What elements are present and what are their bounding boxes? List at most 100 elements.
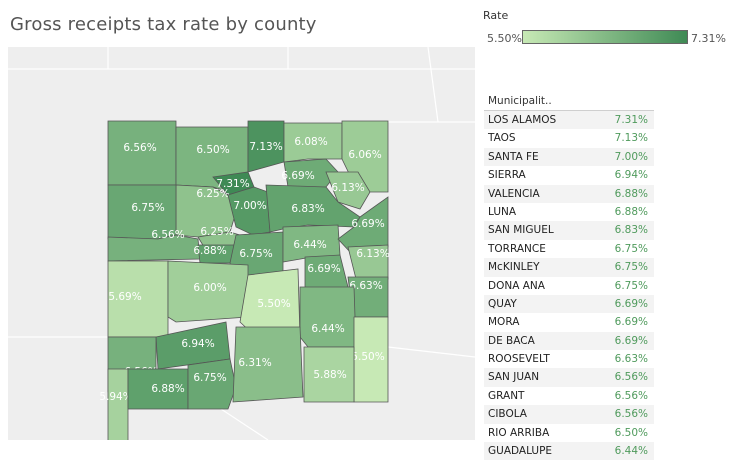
county-rate-label: 6.75%	[193, 372, 226, 384]
county-otero[interactable]	[232, 326, 304, 403]
rate-value: 6.69%	[614, 316, 648, 329]
county-rate-label: 6.50%	[196, 144, 229, 156]
county-rate-label: 6.08%	[294, 136, 327, 148]
table-row[interactable]: SIERRA 6.94%	[484, 166, 654, 184]
county-rate-label: 6.75%	[239, 248, 272, 260]
rate-value: 6.56%	[614, 371, 648, 384]
table-row[interactable]: GRANT 6.56%	[484, 387, 654, 405]
county-rate-label: 6.25%	[200, 226, 233, 238]
rate-value: 7.31%	[614, 114, 648, 126]
municipality-name: TAOS	[488, 132, 516, 145]
county-rate-label: 6.83%	[291, 203, 324, 215]
county-rate-label: 6.44%	[293, 239, 326, 251]
county-rate-label: 6.13%	[356, 248, 389, 260]
table-row[interactable]: GUADALUPE 6.44%	[484, 442, 654, 460]
county-rate-label: 6.75%	[131, 202, 164, 214]
legend-title: Rate	[483, 9, 509, 22]
municipality-name: GRANT	[488, 389, 525, 402]
county-rate-label: 7.00%	[233, 200, 266, 212]
rate-value: 6.75%	[614, 242, 648, 255]
municipality-name: GUADALUPE	[488, 445, 553, 458]
county-rate-label: 6.69%	[307, 263, 340, 275]
table-row[interactable]: MORA 6.69%	[484, 313, 654, 331]
county-rate-label: 7.31%	[216, 178, 249, 190]
table-body: LOS ALAMOS 7.31% TAOS 7.13% SANTA FE 7.00% SIE…	[484, 111, 654, 460]
county-rate-label: 6.25%	[196, 188, 229, 200]
rate-value: 6.75%	[614, 279, 648, 292]
county-rate-label: 5.50%	[351, 351, 384, 363]
table-row[interactable]: LUNA 6.88%	[484, 203, 654, 221]
table-row[interactable]: CIBOLA 6.56%	[484, 405, 654, 424]
legend-color-bar	[522, 30, 688, 44]
county-rate-label: 6.06%	[348, 149, 381, 161]
county-eddy[interactable]	[303, 346, 355, 403]
rate-value: 6.69%	[614, 334, 648, 347]
municipality-name: LUNA	[488, 205, 517, 218]
county-hidalgo[interactable]	[107, 368, 129, 443]
table-row[interactable]: ROOSEVELT 6.63%	[484, 350, 654, 368]
county-rate-label: 6.88%	[151, 383, 184, 395]
county-rate-label: 6.56%	[151, 229, 184, 241]
legend-max-label: 7.31%	[691, 32, 726, 45]
table-row[interactable]: TAOS 7.13%	[484, 129, 654, 147]
table-row[interactable]: SAN MIGUEL 6.83%	[484, 221, 654, 240]
neighbor-borders	[8, 46, 476, 441]
rate-table: Municipalit.. LOS ALAMOS 7.31% TAOS 7.13% SA…	[484, 94, 654, 460]
table-row[interactable]: VALENCIA 6.88%	[484, 184, 654, 203]
municipality-name: McKINLEY	[488, 261, 540, 274]
county-dona-ana[interactable]	[187, 358, 237, 410]
rate-value: 7.00%	[614, 150, 648, 163]
table-row[interactable]: LOS ALAMOS 7.31%	[484, 111, 654, 130]
table-row[interactable]: SAN JUAN 6.56%	[484, 368, 654, 387]
table-row[interactable]: TORRANCE 6.75%	[484, 240, 654, 258]
county-rate-label: 6.44%	[311, 323, 344, 335]
county-rate-label: 7.13%	[249, 141, 282, 153]
county-rate-label: 6.13%	[331, 182, 364, 194]
county-rate-label: 5.94%	[99, 391, 132, 403]
rate-value: 6.63%	[614, 353, 648, 366]
rate-value: 6.88%	[614, 205, 648, 218]
municipality-name: DE BACA	[488, 334, 535, 347]
municipality-name: ROOSEVELT	[488, 353, 550, 366]
rate-value: 6.50%	[614, 426, 648, 439]
rate-value: 6.88%	[614, 187, 648, 200]
municipality-name: VALENCIA	[488, 187, 540, 200]
rate-value: 6.83%	[614, 224, 648, 237]
county-socorro[interactable]	[167, 260, 249, 323]
chart-title: Gross receipts tax rate by county	[10, 14, 317, 35]
rate-value: 6.44%	[614, 445, 648, 458]
legend-min-label: 5.50%	[487, 32, 522, 45]
rate-value: 6.75%	[614, 261, 648, 274]
municipality-name: TORRANCE	[488, 242, 546, 255]
municipality-name: CIBOLA	[488, 408, 527, 421]
county-rate-label: 5.69%	[108, 291, 141, 303]
county-rate-label: 6.00%	[193, 282, 226, 294]
county-chaves[interactable]	[299, 286, 357, 348]
municipality-name: SAN MIGUEL	[488, 224, 554, 237]
county-rate-label: 5.88%	[313, 369, 346, 381]
county-rate-label: 6.69%	[281, 170, 314, 182]
municipality-name: DONA ANA	[488, 279, 545, 292]
county-rate-label: 6.88%	[193, 245, 226, 257]
table-row[interactable]: QUAY 6.69%	[484, 294, 654, 314]
table-header[interactable]: Municipalit..	[484, 94, 654, 111]
municipality-name: MORA	[488, 316, 520, 329]
table-row[interactable]: DONA ANA 6.75%	[484, 277, 654, 295]
county-rate-label: 6.31%	[238, 357, 271, 369]
county-rate-label: 6.94%	[181, 338, 214, 350]
municipality-name: SANTA FE	[488, 150, 539, 163]
table-row[interactable]: DE BACA 6.69%	[484, 331, 654, 351]
table-row[interactable]: McKINLEY 6.75%	[484, 258, 654, 277]
county-harding[interactable]	[325, 171, 371, 210]
county-rate-label: 6.63%	[349, 280, 382, 292]
rate-value: 6.69%	[614, 297, 648, 310]
rate-value: 7.13%	[614, 132, 648, 145]
table-row[interactable]: SANTA FE 7.00%	[484, 147, 654, 167]
county-rate-label: 5.50%	[257, 298, 290, 310]
counties-layer: 6.56% 6.50% 7.13% 6.08% 6.06% 6.69% 6.13% 7.31%…	[99, 120, 390, 443]
county-map[interactable]: 6.56% 6.50% 7.13% 6.08% 6.06% 6.69% 6.13% 7.31%…	[8, 46, 476, 443]
rate-value: 6.56%	[614, 408, 648, 421]
municipality-name: SAN JUAN	[488, 371, 540, 384]
table-row[interactable]: RIO ARRIBA 6.50%	[484, 424, 654, 442]
rate-value: 6.94%	[614, 169, 648, 182]
